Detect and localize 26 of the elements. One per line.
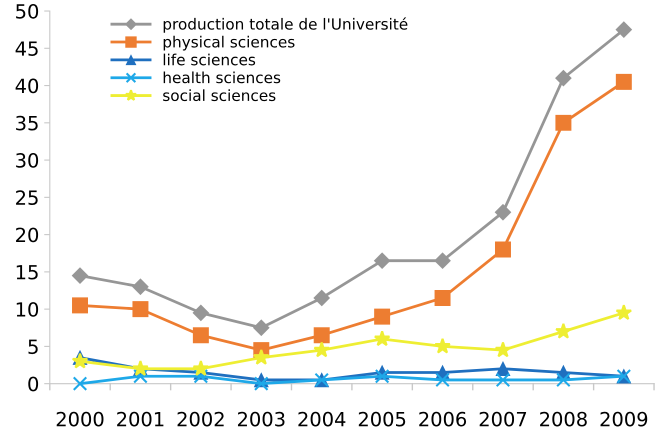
y-tick-label: 0: [28, 376, 38, 392]
y-tick-label: 15: [16, 265, 38, 280]
x-tick-label: 2001: [117, 412, 164, 426]
x-tick-label: 2007: [480, 412, 526, 426]
legend-label: life sciences: [164, 54, 256, 66]
x-tick-label: 2005: [358, 412, 406, 426]
x-tick-label: 2002: [178, 412, 224, 426]
legend-label: social sciences: [163, 89, 276, 102]
y-tick-label: 35: [16, 116, 38, 130]
y-tick-label: 45: [16, 42, 38, 56]
y-tick-label: 10: [16, 302, 38, 317]
y-tick-label: 30: [16, 153, 38, 168]
legend-label: physical sciences: [164, 36, 294, 51]
y-tick-label: 50: [16, 4, 38, 19]
legend-label: production totale de l'Université: [164, 17, 408, 33]
x-tick-label: 2003: [238, 412, 284, 426]
y-tick-label: 20: [16, 228, 38, 242]
y-tick-label: 40: [16, 78, 38, 94]
x-tick-label: 2004: [298, 412, 346, 426]
x-tick-label: 2006: [419, 412, 466, 426]
x-tick-label: 2008: [540, 412, 587, 426]
legend-label: health sciences: [164, 71, 280, 84]
x-tick-label: 2009: [600, 412, 648, 426]
y-tick-label: 25: [16, 190, 38, 206]
x-tick-label: 2000: [56, 412, 104, 426]
y-tick-label: 5: [28, 340, 38, 354]
